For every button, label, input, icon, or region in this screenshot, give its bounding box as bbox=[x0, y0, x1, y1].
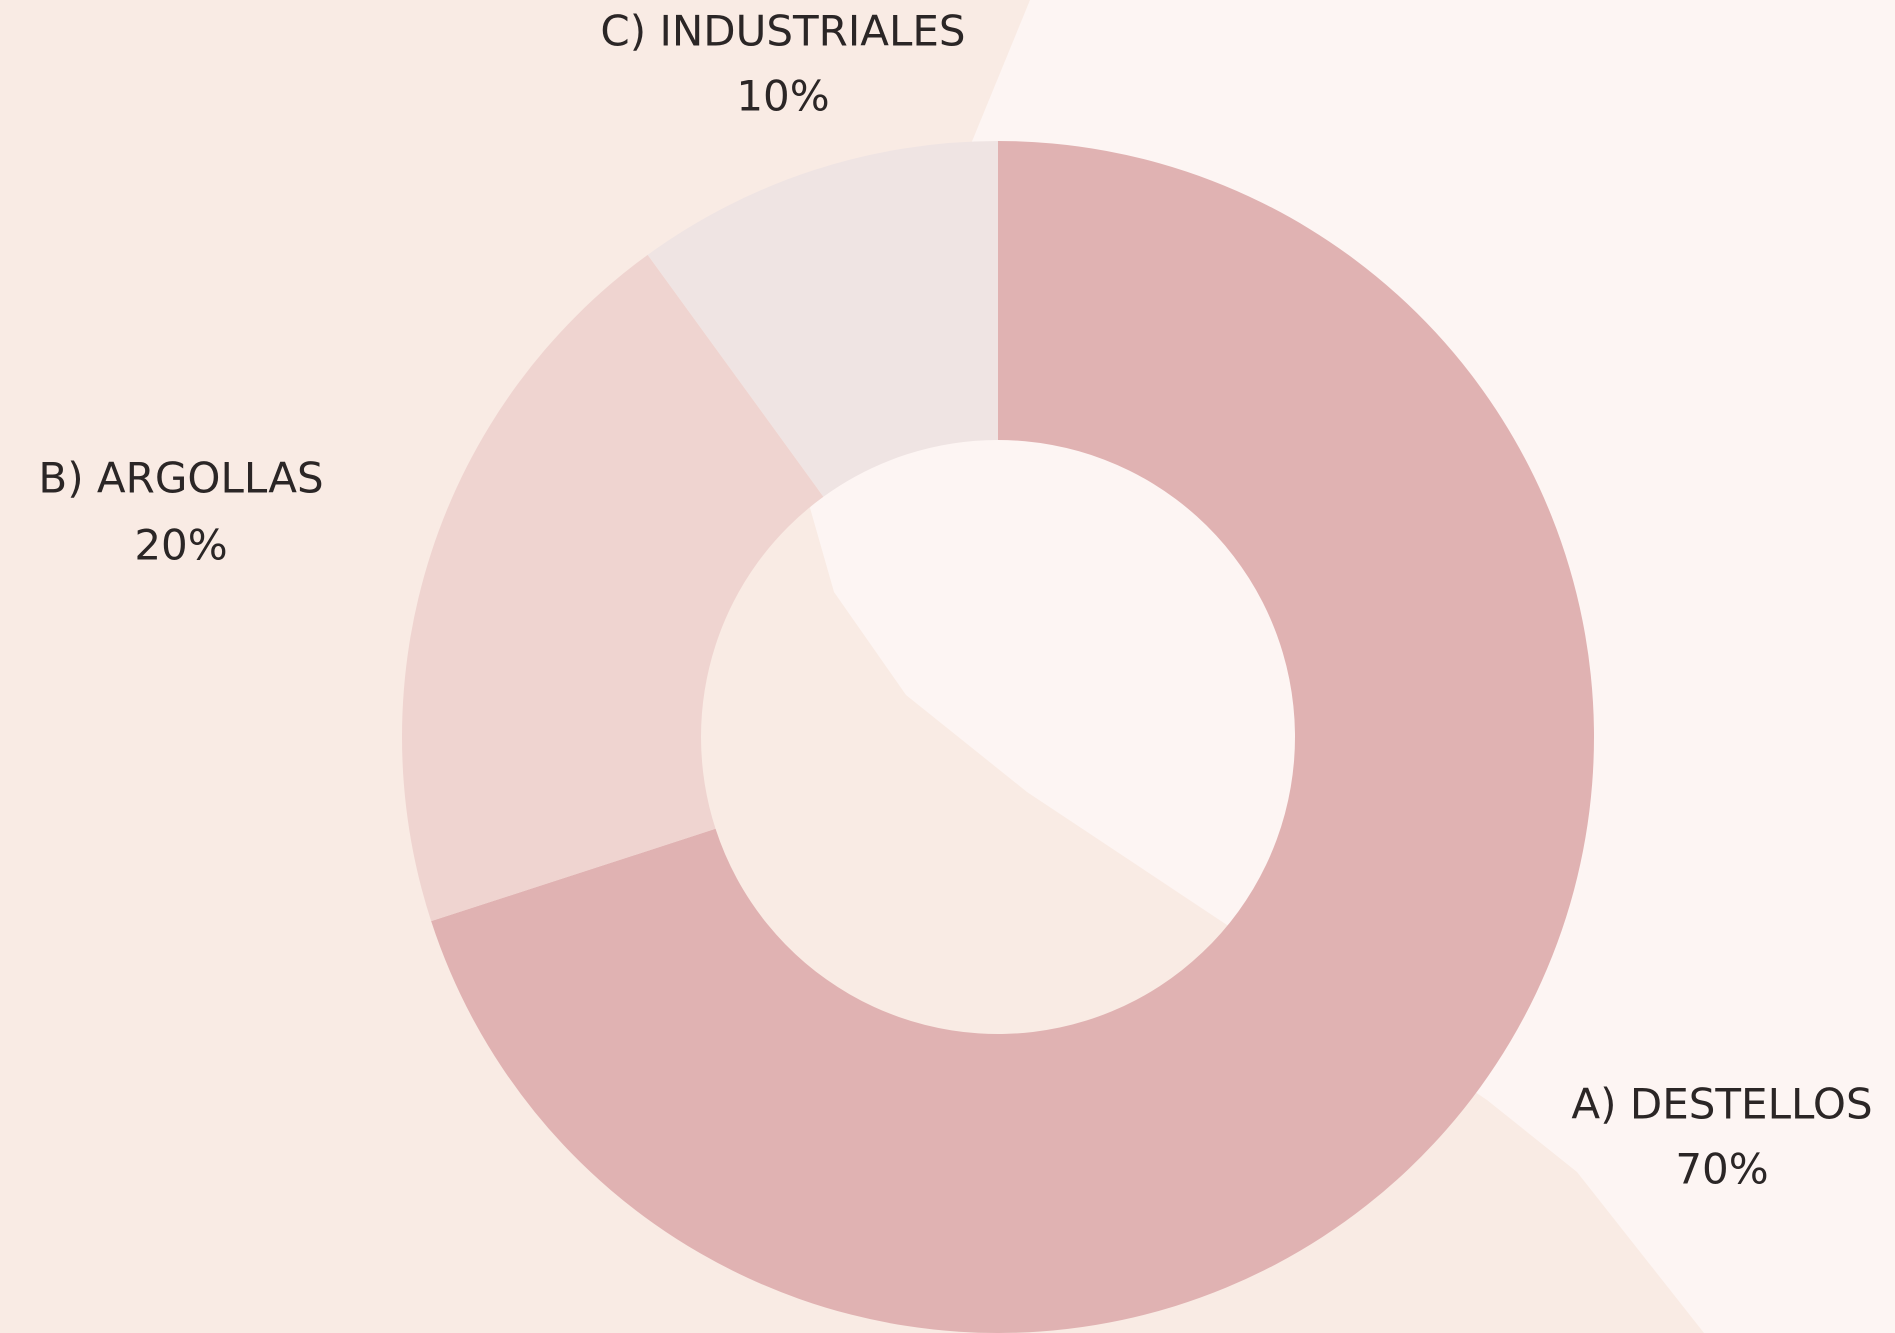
slice-category-label: C) INDUSTRIALES bbox=[600, 7, 965, 56]
slice-value-label: 10% bbox=[736, 72, 829, 121]
slice bbox=[647, 141, 998, 497]
slice-value-label: 20% bbox=[134, 521, 227, 570]
slice-category-label: B) ARGOLLAS bbox=[38, 454, 323, 503]
slices bbox=[401, 141, 1595, 1333]
slice bbox=[401, 254, 824, 922]
slice-category-label: A) DESTELLOS bbox=[1571, 1080, 1872, 1129]
slice-value-label: 70% bbox=[1675, 1145, 1768, 1194]
labels: A) DESTELLOS 70% B) ARGOLLAS 20% C) INDUSTRI… bbox=[38, 7, 1872, 1194]
slice bbox=[431, 141, 1595, 1333]
